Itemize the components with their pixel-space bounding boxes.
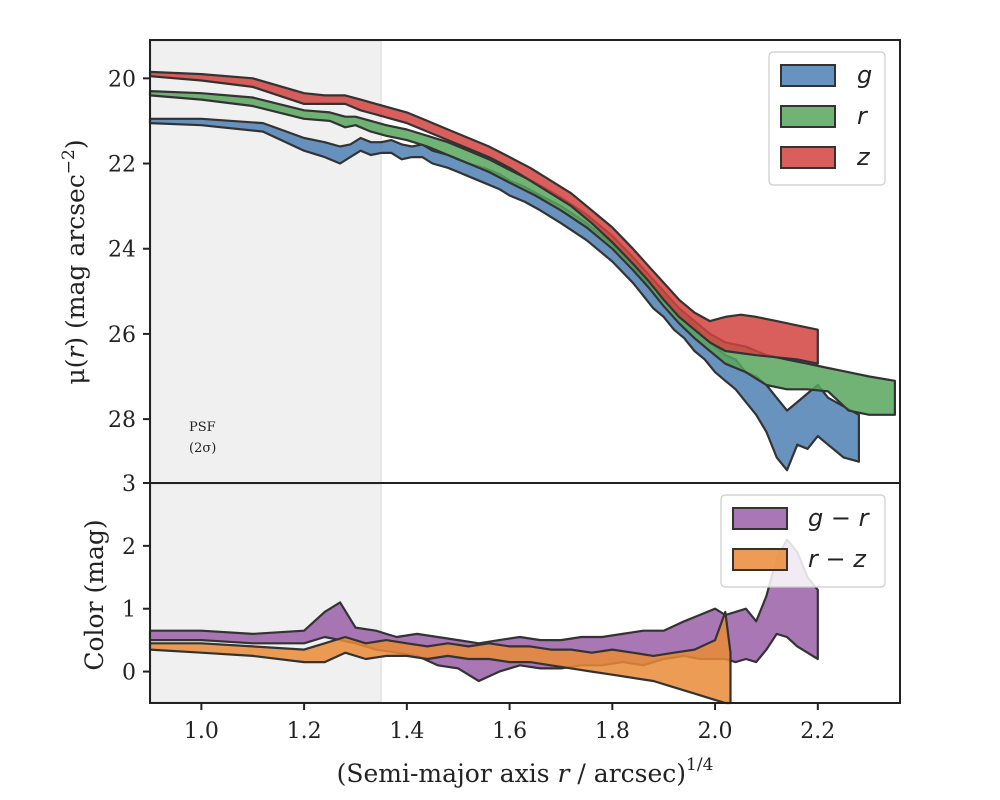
x-axis-title-var: r [558, 759, 572, 788]
x-axis-title: (Semi-major axis r / arcsec)1/4 [337, 755, 714, 788]
x-axis-title-sup: 1/4 [686, 755, 713, 775]
y-tick-label-bottom: 3 [122, 472, 136, 497]
legend-label-r-minus-z-op: − [818, 545, 853, 573]
x-axis-title-suffix: / arcsec) [569, 759, 686, 788]
y-axis-title-var: r [61, 345, 90, 359]
psf-shaded-region-color [150, 483, 382, 703]
legend-label-r-minus-z-b: z [852, 545, 867, 573]
band-z [148, 70, 819, 365]
y-axis-title-prefix: μ( [61, 359, 90, 385]
legend-swatch-z [780, 146, 836, 169]
x-tick-label: 2.2 [800, 719, 835, 744]
y-tick-label-bottom: 0 [122, 661, 136, 686]
psf-label: PSF [189, 420, 216, 435]
y-axis-title-sup: −2 [59, 149, 79, 174]
y-axis-ticks-top: 20 22 24 26 28 [108, 67, 150, 433]
legend-swatch-r [780, 105, 836, 128]
legend-label-g-minus-r: g − r [808, 504, 871, 532]
surface-brightness-bands [148, 70, 897, 472]
legend-bands: grz [768, 51, 886, 186]
legend-swatch-g-minus-r [732, 507, 788, 530]
x-axis-ticks: 1.0 1.2 1.4 1.6 1.8 2.0 2.2 [184, 703, 835, 744]
legend-colors: g − rr − z [720, 494, 886, 588]
x-tick-label: 1.6 [492, 719, 527, 744]
y-tick-label-top: 20 [108, 67, 136, 92]
band-g-minus-r [148, 538, 819, 683]
x-tick-label: 1.2 [287, 719, 322, 744]
plot-frame-bottom [149, 482, 901, 704]
y-tick-label-top: 28 [108, 408, 136, 433]
legend-label-r-minus-z-a: r [808, 545, 820, 573]
x-tick-label: 1.4 [389, 719, 424, 744]
legend-swatch-r-minus-z [732, 548, 788, 571]
y-axis-title-color: Color (mag) [80, 519, 109, 670]
legend-label-z: z [856, 143, 871, 171]
x-axis-title-prefix: (Semi-major axis [337, 759, 558, 788]
legend-label-g-minus-r-a: g [808, 504, 823, 532]
legend-label-r: r [857, 102, 869, 130]
x-tick-label: 2.0 [698, 719, 733, 744]
y-tick-label-top: 22 [108, 153, 136, 178]
legend-label-r-minus-z: r − z [808, 545, 867, 573]
x-tick-label: 1.8 [595, 719, 630, 744]
legend-label-g-minus-r-op: − [823, 504, 858, 532]
legend-label-g: g [857, 61, 872, 89]
y-axis-ticks-bottom: 0 1 2 3 [122, 472, 150, 686]
legend-swatch-g [780, 64, 836, 87]
y-tick-label-bottom: 1 [122, 598, 136, 623]
y-axis-title-suffix: ) [61, 139, 90, 149]
legend-label-g-minus-r-b: r [859, 504, 871, 532]
psf-shaded-region [150, 40, 382, 484]
y-tick-label-top: 24 [108, 238, 136, 263]
y-tick-label-bottom: 2 [122, 535, 136, 560]
y-tick-label-top: 26 [108, 323, 136, 348]
y-axis-title-mid: ) (mag arcsec [61, 174, 90, 347]
psf-sigma-label: (2σ) [189, 441, 216, 456]
x-tick-label: 1.0 [184, 719, 219, 744]
y-axis-title-surface-brightness: μ(r) (mag arcsec−2) [59, 139, 90, 384]
